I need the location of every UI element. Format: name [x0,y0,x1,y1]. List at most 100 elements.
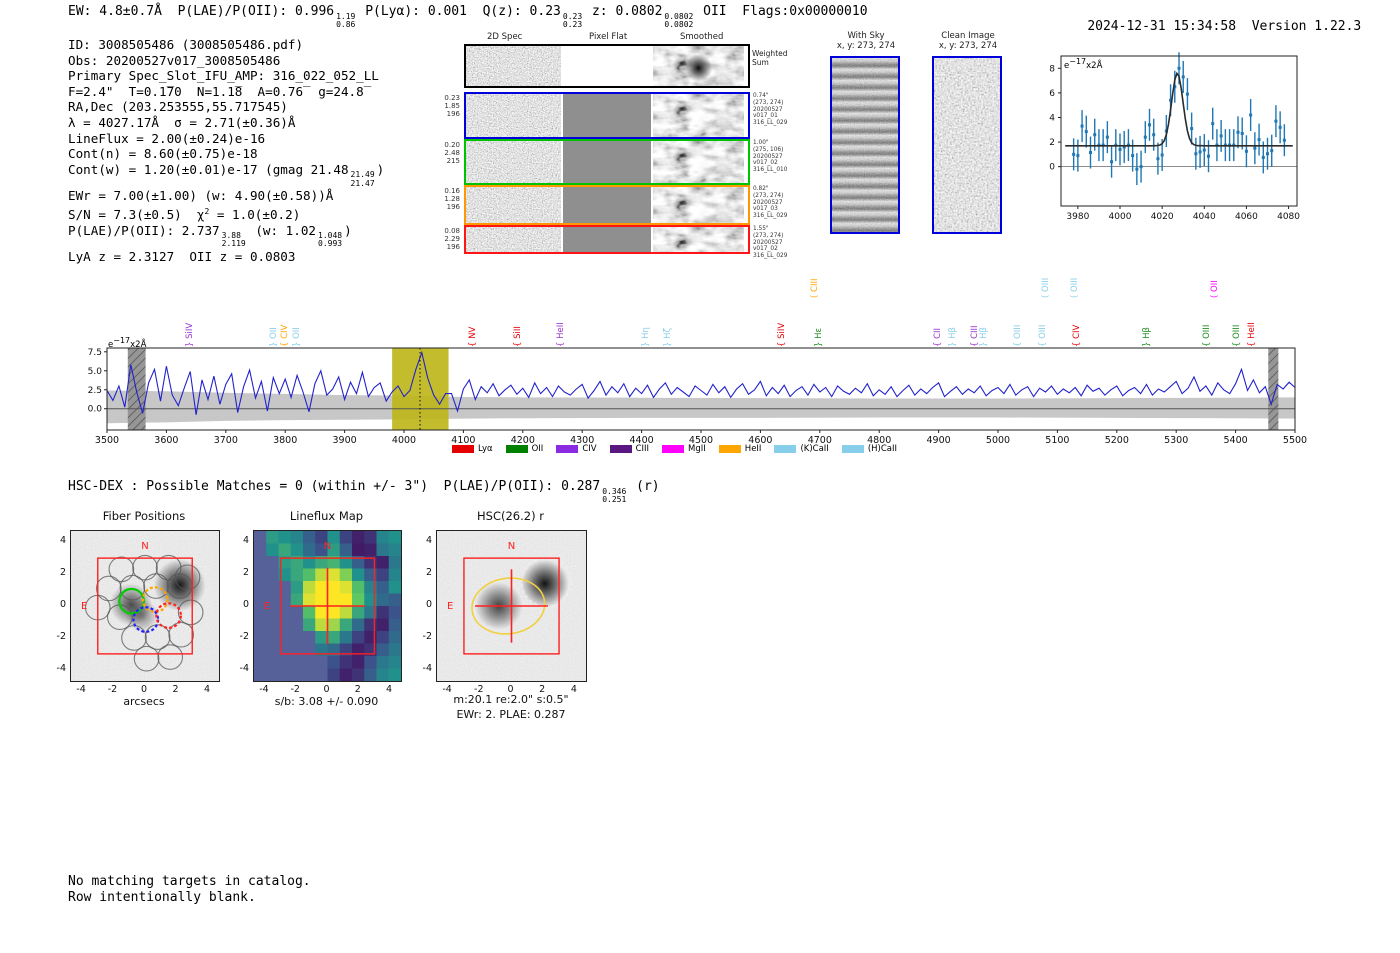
spec2d-row [464,92,750,139]
stacked-uncertainty: 0.23 0.23 [562,11,583,29]
spec2d-row-stats: 0.16 1.28 196 [444,187,460,211]
svg-text:5300: 5300 [1164,435,1188,444]
info-line: ID: 3008505486 (3008505486.pdf) [68,37,384,53]
info-line: Obs: 20200527v017_3008505486 [68,53,384,69]
withsky-title-line2: x, y: 273, 274 [836,41,896,51]
legend-item: Lyα [452,444,493,454]
lineflux-map-title: Lineflux Map [289,509,364,523]
header-spacer [1236,19,1252,34]
text-segment: EW: 4.8±0.7Å P(LAE)/P(OII): 0.996 [68,4,335,19]
legend-label: (H)CaII [867,444,897,454]
svg-text:3980: 3980 [1066,212,1089,222]
svg-text:6: 6 [1049,89,1055,99]
text-segment: S/N = 7.3(±0.5) χ [68,206,205,222]
hsc-xlabel: m:20.1 re:2.0" s:0.5" [453,693,569,706]
lineflux-xlabel: s/b: 3.08 +/- 0.090 [274,695,379,708]
pixel-flat-image [563,46,651,86]
legend-item: HeII [718,444,762,454]
stacked-uncertainty: 21.49 21.47 [350,170,375,188]
text-segment: Cont(w) = 1.20(±0.01)e-17 (gmag 21.48 [68,161,349,177]
legend-label: CIII [635,444,650,454]
y-tick-label: 2 [425,567,432,579]
text-segment: LyA z = 2.3127 OII z = 0.0803 [68,248,296,264]
stacked-uncertainty: 1.048 0.993 [318,231,343,249]
footer-line: No matching targets in catalog. [68,874,311,889]
svg-text:4300: 4300 [570,435,594,444]
withsky-image [830,56,900,234]
cleanimage-title-line1: Clean Image [941,31,995,41]
detection-info-block: ID: 3008505486 (3008505486.pdf) Obs: 2020… [68,37,384,264]
withsky-title: With Sky x, y: 273, 274 [820,31,912,51]
spec2d-row-meta: 0.82" (273, 274) 20200527 v017_03 316_LL_029 [753,186,788,220]
x-tick-label: 4 [386,684,393,695]
spec2d-row-stats: 0.20 2.48 215 [444,141,460,165]
footer-line: Row intentionally blank. [68,890,256,905]
x-tick-label: -4 [259,684,269,695]
y-tick-label: -2 [239,630,249,642]
legend-swatch [556,445,579,453]
y-tick-label: -4 [239,662,249,674]
svg-text:2.5: 2.5 [88,386,102,396]
cleanimage-noise [934,58,1000,232]
text-segment: ) [344,222,352,238]
svg-text:3800: 3800 [273,435,297,444]
x-tick-label: 0 [323,684,330,695]
stacked-uncertainty: 3.88 2.119 [221,231,246,249]
info-line: LineFlux = 2.00(±0.24)e-16 [68,131,384,147]
x-tick-label: -4 [76,684,86,695]
spec2d-row-meta: 1.00" (275, 106) 20200527 v017_02 316_LL_010 [753,140,788,174]
svg-text:4500: 4500 [689,435,713,444]
fiber-positions-title: Fiber Positions [102,509,186,523]
info-line: F=2.4" T=0.1̅70 N=1.1̅8 A=0.76̅ g=24.8̅ [68,84,384,100]
legend-swatch [609,445,632,453]
text-segment: P(Lyα): 0.001 Q(z): 0.23 [357,4,561,19]
spec2d-image [466,46,561,86]
svg-text:2: 2 [1049,138,1055,148]
svg-text:3500: 3500 [95,435,119,444]
info-line: Cont(n) = 8.60(±0.75)e-18 [68,146,384,162]
svg-text:5200: 5200 [1105,435,1129,444]
svg-text:E: E [81,601,87,612]
stacked-uncertainty: 0.346 0.251 [602,486,627,504]
y-tick-label: -2 [56,630,66,642]
cleanimage-image [932,56,1002,234]
text-segment: = 1.0(±0.2) [209,206,301,222]
smoothed-image [653,94,744,137]
legend-swatch [505,445,528,453]
x-tick-label: 0 [507,684,514,695]
full-spectrum-unit-label: e−17x2Å [108,336,147,350]
svg-text:4800: 4800 [867,435,891,444]
hsc-cutout-title: HSC(26.2) r [477,509,544,523]
text-segment: HSC-DEX : Possible Matches = 0 (within +… [68,479,601,494]
pixel-flat-image [563,141,651,183]
legend-label: OII [531,444,544,454]
text-segment: (r) [628,479,660,494]
svg-text:4400: 4400 [630,435,654,444]
header-datetime-version: 2024-12-31 15:34:58 Version 1.22.3 [1056,4,1361,49]
legend-label: CIV [582,444,597,454]
legend-label: HeII [744,444,762,454]
svg-text:5400: 5400 [1224,435,1248,444]
spec2d-row [464,44,750,88]
svg-text:8: 8 [1049,64,1055,74]
y-tick-label: 0 [242,599,249,610]
x-tick-label: 2 [539,684,546,695]
legend-item: OII [505,444,544,454]
withsky-noise [832,58,898,232]
text-segment: RA,Dec (203.253555,55.717545) [68,99,288,115]
spec2d-row [464,185,750,225]
info-line: Primary Spec_Slot_IFU_AMP: 316_022_052_L… [68,68,384,84]
svg-text:4100: 4100 [451,435,475,444]
svg-text:3600: 3600 [154,435,178,444]
superscript: 2 [204,206,210,216]
svg-text:0.0: 0.0 [88,405,103,415]
emission-line-label: ( OIII [1069,277,1080,298]
x-tick-label: 0 [140,684,148,695]
y-tick-label: 4 [242,535,249,547]
emission-line-label: ( OIII [1040,277,1051,298]
y-tick-label: -2 [422,630,432,642]
y-tick-label: 4 [59,535,66,547]
header-summary-line: EW: 4.8±0.7Å P(LAE)/P(OII): 0.996 1.19 0.8… [68,4,868,29]
legend-swatch [841,445,864,453]
